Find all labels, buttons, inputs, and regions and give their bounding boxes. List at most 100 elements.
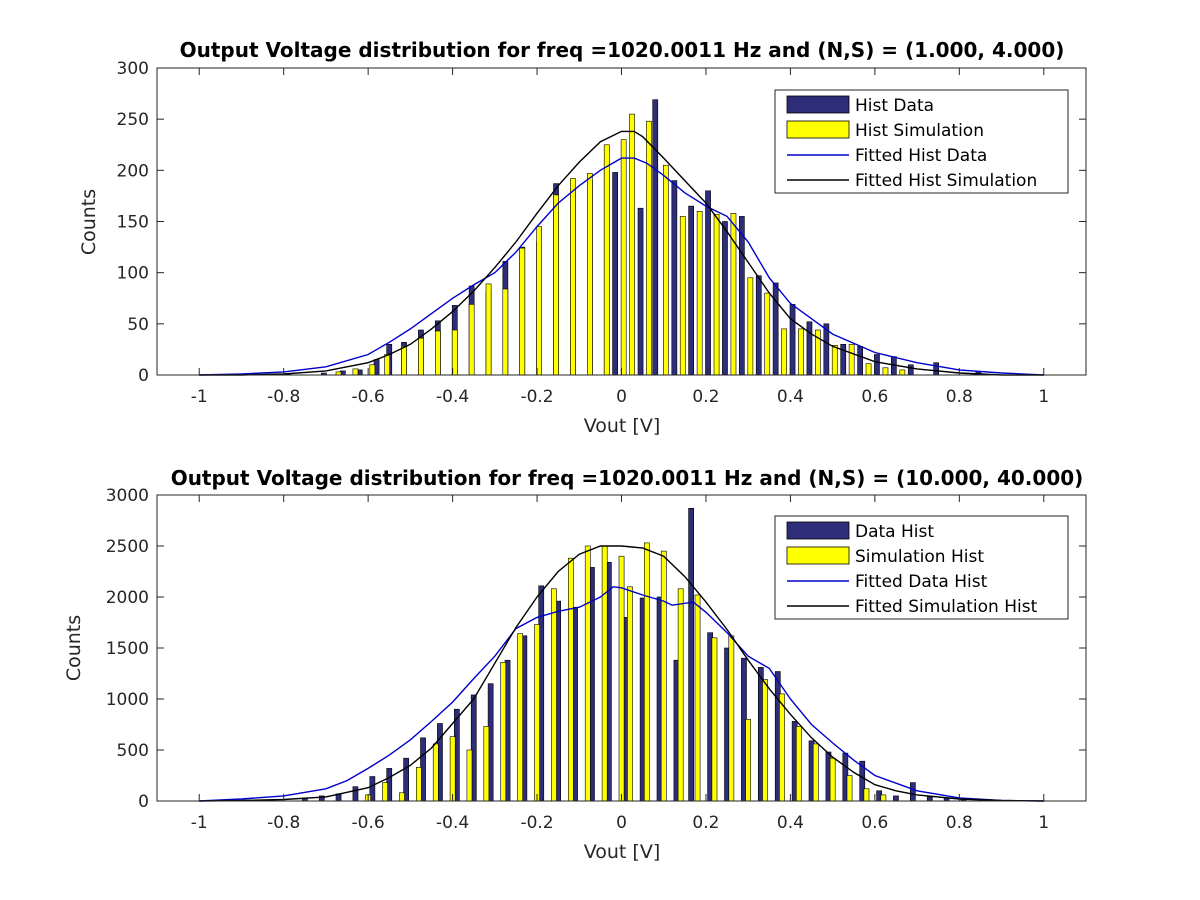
y-tick-label: 50 — [127, 315, 149, 335]
bar-data — [789, 304, 796, 376]
bar-simulation — [779, 693, 785, 802]
bar-data — [893, 795, 899, 802]
top-chart-title: Output Voltage distribution for freq =10… — [180, 38, 1065, 62]
bottom-legend: Data Hist Simulation Hist Fitted Data Hist… — [774, 515, 1069, 620]
y-tick-label: 1000 — [106, 690, 149, 710]
bar-simulation — [369, 364, 376, 376]
bar-simulation — [500, 661, 507, 802]
bar-data — [637, 207, 644, 376]
legend-swatch — [786, 546, 850, 565]
bottom-bars — [301, 507, 967, 802]
x-tick-label: -0.8 — [267, 813, 300, 833]
bar-simulation — [713, 214, 720, 376]
bar-data — [933, 362, 939, 376]
bar-simulation — [831, 344, 838, 376]
bar-simulation — [795, 726, 802, 802]
y-tick-label: 0 — [138, 366, 149, 386]
bar-simulation — [401, 345, 407, 376]
bar-simulation — [519, 247, 526, 376]
y-tick-label: 150 — [117, 213, 149, 233]
legend-label: Hist Simulation — [855, 121, 984, 141]
y-tick-label: 2500 — [106, 537, 149, 557]
y-tick-label: 100 — [117, 264, 149, 284]
bar-simulation — [764, 292, 771, 376]
x-tick-label: -0.6 — [352, 813, 385, 833]
x-tick-label: 1 — [1038, 813, 1049, 833]
legend-label: Fitted Simulation Hist — [855, 597, 1038, 617]
bar-simulation — [812, 743, 819, 802]
bar-simulation — [601, 545, 608, 802]
top-ticks: -1 -0.8 -0.6 -0.4 -0.2 0 0.2 0.4 0.6 0.8 1 0 50 100 15… — [117, 59, 1086, 407]
bar-simulation — [415, 766, 422, 802]
bar-simulation — [382, 782, 388, 802]
bar-simulation — [696, 211, 703, 376]
bar-simulation — [646, 120, 652, 376]
legend-label: Fitted Hist Simulation — [855, 171, 1037, 191]
bar-simulation — [694, 594, 701, 802]
bar-simulation — [449, 736, 456, 802]
bar-data — [722, 221, 728, 376]
x-tick-label: 0.4 — [777, 387, 804, 407]
bar-simulation — [517, 633, 523, 802]
bar-simulation — [485, 283, 492, 376]
bar-simulation — [384, 354, 391, 376]
bottom-x-axis-label: Vout [V] — [584, 841, 661, 863]
bar-simulation — [570, 178, 576, 376]
bar-simulation — [567, 557, 574, 802]
y-tick-label: 250 — [117, 110, 149, 130]
bar-data — [612, 172, 618, 376]
legend-swatch — [786, 120, 850, 139]
fit-line-simulation — [199, 545, 1044, 802]
bar-simulation — [584, 545, 591, 802]
bar-simulation — [468, 304, 475, 376]
bar-simulation — [865, 363, 872, 376]
bar-simulation — [728, 635, 735, 802]
top-legend: Hist Data Hist Simulation Fitted Hist Data… — [774, 89, 1069, 194]
bar-simulation — [762, 679, 768, 802]
bottom-chart-title: Output Voltage distribution for freq =10… — [171, 466, 1084, 490]
fit-line-data — [199, 157, 1044, 376]
bar-data — [907, 364, 914, 376]
x-tick-label: -0.6 — [352, 387, 385, 407]
bar-simulation — [502, 288, 509, 376]
x-tick-label: 0.8 — [946, 387, 973, 407]
y-tick-label: 500 — [117, 741, 149, 761]
bar-simulation — [586, 173, 593, 376]
x-tick-label: -0.4 — [436, 813, 469, 833]
bar-simulation — [551, 588, 557, 802]
bottom-ticks: -1 -0.8 -0.6 -0.4 -0.2 0 0.2 0.4 0.6 0.8 1 0 500 1000… — [106, 486, 1086, 833]
bar-data — [755, 275, 762, 376]
bar-data — [857, 345, 863, 376]
x-tick-label: 0.4 — [777, 813, 804, 833]
x-tick-label: 0.2 — [692, 813, 719, 833]
x-tick-label: 0.2 — [692, 387, 719, 407]
bar-simulation — [629, 113, 635, 376]
x-tick-label: 0 — [616, 387, 627, 407]
bar-data — [352, 786, 359, 802]
bar-simulation — [662, 164, 669, 376]
bar-data — [705, 190, 711, 376]
bar-simulation — [846, 775, 853, 802]
legend-label: Fitted Hist Data — [855, 146, 987, 166]
bar-data — [738, 216, 745, 376]
top-x-axis-label: Vout [V] — [584, 415, 661, 437]
y-tick-label: 300 — [117, 59, 149, 79]
bar-simulation — [880, 794, 887, 802]
x-tick-label: -0.8 — [267, 387, 300, 407]
legend-swatch — [786, 95, 850, 114]
bar-simulation — [848, 343, 855, 376]
x-tick-label: -1 — [191, 387, 208, 407]
bar-simulation — [829, 757, 836, 802]
bar-simulation — [620, 139, 627, 376]
x-tick-label: -1 — [191, 813, 208, 833]
bar-data — [909, 782, 916, 802]
legend-label: Simulation Hist — [855, 547, 984, 567]
x-tick-label: 0.6 — [861, 387, 888, 407]
bar-simulation — [418, 337, 424, 376]
bar-simulation — [781, 328, 787, 376]
bar-simulation — [618, 555, 625, 802]
bar-simulation — [434, 330, 441, 376]
bar-data — [688, 507, 694, 802]
bar-simulation — [603, 144, 610, 376]
bar-simulation — [399, 792, 405, 802]
